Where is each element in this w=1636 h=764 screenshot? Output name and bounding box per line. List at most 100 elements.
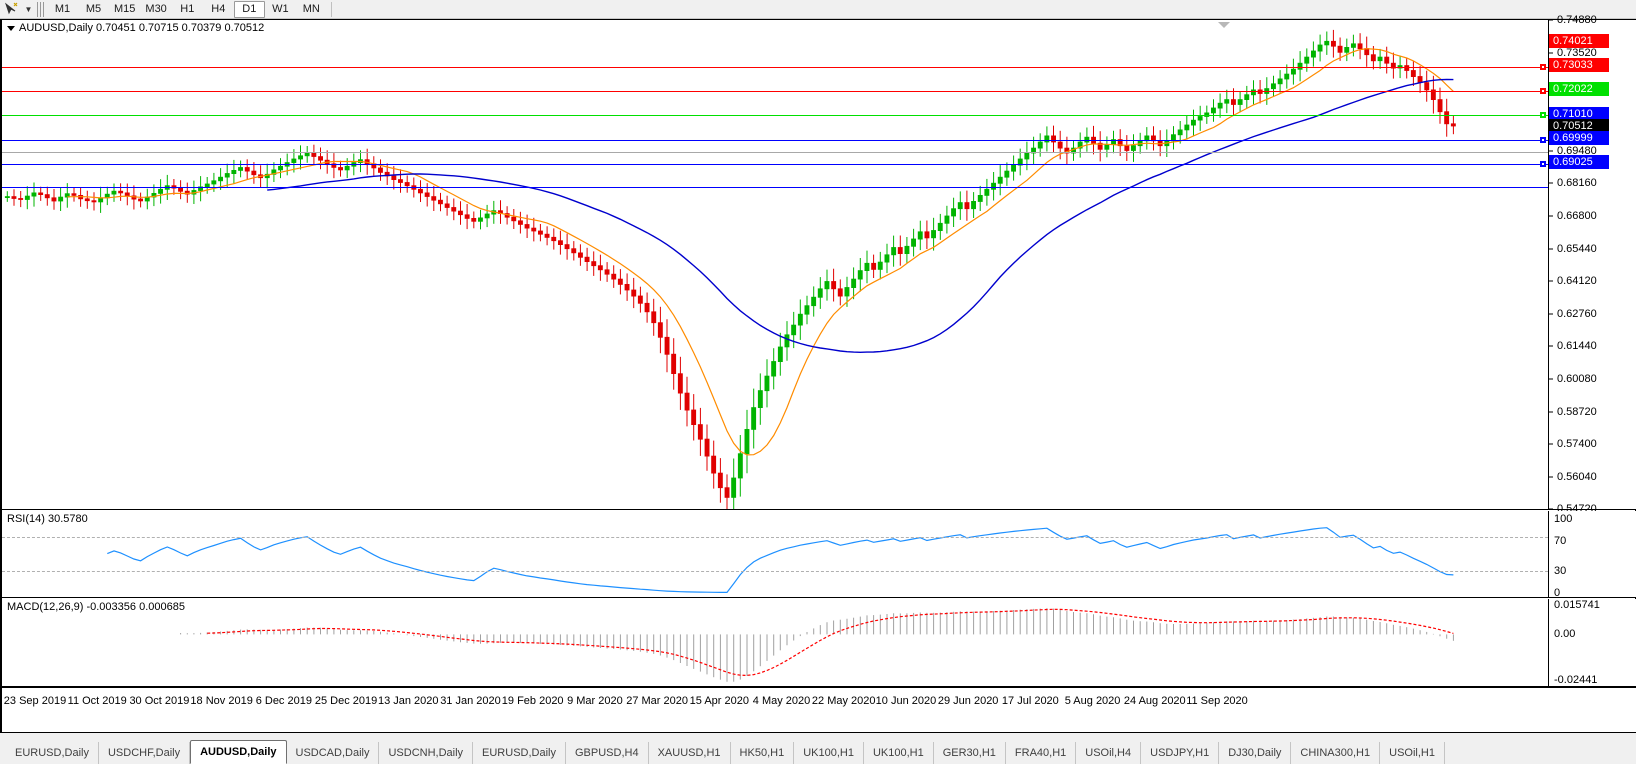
price-tick-mark [1549, 345, 1553, 347]
chart-tab-usdchf-daily[interactable]: USDCHF,Daily [99, 742, 191, 764]
pane-divider-1[interactable] [2, 509, 1636, 510]
line-handle-71010[interactable] [1540, 137, 1546, 143]
rsi-label: RSI(14) 30.5780 [7, 513, 88, 525]
rsi-axis[interactable]: 100 70 30 0 [1548, 511, 1636, 599]
date-axis[interactable]: 23 Sep 2019 11 Oct 2019 30 Oct 2019 18 Nov … [2, 687, 1636, 732]
rsi-series [107, 527, 1454, 594]
timeframe-group: M1 M5 M15 M30 H1 H4 D1 W1 MN [47, 0, 327, 19]
date-tick-label: 30 Oct 2019 [129, 695, 190, 707]
price-tick-mark [1549, 476, 1553, 478]
rsi-guide-30 [2, 571, 1548, 572]
chart-tab-eurusd-daily[interactable]: EURUSD,Daily [473, 742, 566, 764]
resistance-line-73033[interactable] [2, 91, 1548, 92]
chart-frame[interactable]: AUDUSD,Daily 0.70451 0.70715 0.70379 0.7… [0, 14, 1636, 733]
price-level-label-073033[interactable]: 0.73033 [1549, 57, 1609, 72]
price-tick-label: 0.64120 [1557, 274, 1597, 287]
line-handle-72022[interactable] [1540, 112, 1546, 118]
chart-tab-usoil-h4[interactable]: USOil,H4 [1076, 742, 1142, 764]
current-price-line [2, 152, 1548, 153]
price-plot-area[interactable] [2, 20, 1548, 509]
support-line-69999[interactable] [2, 164, 1548, 165]
resistance-line-74021[interactable] [2, 67, 1548, 68]
macd-axis[interactable]: 0.015741 0.00 -0.02441 [1548, 599, 1636, 686]
price-tick-label: 0.66800 [1557, 209, 1597, 222]
crosshair-cursor-icon[interactable] [0, 1, 22, 18]
chart-tab-uk100-h1[interactable]: UK100,H1 [864, 742, 934, 764]
toolbar-divider [330, 1, 332, 17]
chart-tab-gbpusd-h4[interactable]: GBPUSD,H4 [566, 742, 649, 764]
chart-tab-usdcnh-daily[interactable]: USDCNH,Daily [379, 742, 474, 764]
timeframe-h1[interactable]: H1 [180, 2, 195, 15]
price-tick-label: 0.57400 [1557, 437, 1597, 450]
pane-divider-3[interactable] [2, 686, 1636, 687]
chart-tab-hk50-h1[interactable]: HK50,H1 [731, 742, 795, 764]
price-tick-label: 0.58720 [1557, 405, 1597, 418]
price-tick-label: 0.61440 [1557, 340, 1597, 352]
timeframe-m1[interactable]: M1 [54, 2, 71, 15]
date-tick-label: 15 Apr 2020 [689, 695, 749, 707]
date-tick-label: 6 Dec 2019 [255, 695, 312, 707]
timeframe-h4[interactable]: H4 [211, 2, 226, 15]
chart-tab-xauusd-h1[interactable]: XAUUSD,H1 [649, 742, 731, 764]
price-level-label-072022[interactable]: 0.72022 [1549, 82, 1609, 97]
price-pane-header: AUDUSD,Daily 0.70451 0.70715 0.70379 0.7… [7, 22, 264, 34]
price-level-label-069999[interactable]: 0.69999 [1549, 131, 1609, 146]
chart-tab-usdjpy-h1[interactable]: USDJPY,H1 [1141, 742, 1220, 764]
price-tick-mark [1549, 443, 1553, 445]
timeframe-m15[interactable]: M15 [114, 2, 136, 15]
price-level-label-069025[interactable]: 0.69025 [1549, 155, 1609, 170]
price-tick-mark [1549, 411, 1553, 413]
timeframe-m5[interactable]: M5 [85, 2, 102, 15]
price-tick-label: 0.65440 [1557, 242, 1597, 255]
price-level-label-071010[interactable]: 0.71010 [1549, 106, 1609, 121]
level-line-72022[interactable] [2, 115, 1548, 116]
date-tick-label: 24 Aug 2020 [1123, 695, 1186, 707]
line-handle-73033[interactable] [1540, 88, 1546, 94]
rsi-tick-label: 0 [1554, 587, 1561, 599]
chevron-down-icon[interactable]: ▼ [24, 4, 33, 14]
rsi-plot-area[interactable] [2, 511, 1548, 597]
macd-plot-area[interactable] [2, 599, 1548, 686]
timeframe-m30[interactable]: M30 [145, 2, 167, 15]
rsi-pane[interactable]: RSI(14) 30.5780 100 70 30 0 [2, 511, 1636, 599]
chart-tab-audusd-daily[interactable]: AUDUSD,Daily [190, 740, 287, 764]
chart-tab-fra40-h1[interactable]: FRA40,H1 [1006, 742, 1077, 764]
date-tick-label: 10 Jun 2020 [875, 695, 937, 707]
chart-tab-usdcad-daily[interactable]: USDCAD,Daily [287, 742, 380, 764]
rsi-guide-70 [2, 537, 1548, 538]
timeframe-mn[interactable]: MN [302, 2, 320, 15]
chart-tab-ger30-h1[interactable]: GER30,H1 [934, 742, 1006, 764]
date-tick-label: 22 May 2020 [811, 695, 876, 707]
chart-tab-usoil-h1[interactable]: USOil,H1 [1380, 742, 1445, 764]
macd-tick-label: -0.02441 [1554, 674, 1598, 686]
price-level-label-070512[interactable]: 0.70512 [1549, 118, 1609, 133]
chart-tab-eurusd-daily[interactable]: EURUSD,Daily [6, 742, 99, 764]
macd-series [180, 608, 1454, 682]
chart-tab-dj30-daily[interactable]: DJ30,Daily [1219, 742, 1292, 764]
chart-tab-china300-h1[interactable]: CHINA300,H1 [1291, 742, 1381, 764]
price-tick-label: 0.56040 [1557, 470, 1597, 483]
drag-grip-icon[interactable] [37, 1, 44, 17]
date-tick-label: 17 Jul 2020 [1001, 695, 1059, 707]
timeframe-d1[interactable]: D1 [233, 0, 265, 18]
date-tick-label: 13 Jan 2020 [377, 695, 439, 707]
line-handle-69999[interactable] [1540, 161, 1546, 167]
timeframe-w1[interactable]: W1 [272, 2, 289, 15]
date-tick-label: 23 Sep 2019 [3, 695, 67, 707]
price-axis[interactable]: 0.74880 0.73520 0.69480 0.68160 0.66800 0.654… [1548, 14, 1636, 515]
price-series [4, 29, 1456, 509]
price-level-label-074021[interactable]: 0.74021 [1549, 33, 1609, 48]
price-pane[interactable]: AUDUSD,Daily 0.70451 0.70715 0.70379 0.7… [2, 14, 1636, 515]
support-line-71010[interactable] [2, 140, 1548, 141]
date-tick-label: 11 Oct 2019 [67, 695, 127, 707]
price-tick-label: 0.68160 [1557, 177, 1597, 189]
macd-tick-label: 0.00 [1554, 628, 1576, 641]
triangle-down-icon[interactable] [7, 25, 15, 31]
chart-shift-marker-icon[interactable] [1218, 22, 1230, 28]
line-handle-74021[interactable] [1540, 64, 1546, 70]
chart-tab-uk100-h1[interactable]: UK100,H1 [794, 742, 864, 764]
support-line-69025[interactable] [2, 187, 1548, 188]
pane-divider-2[interactable] [2, 597, 1636, 598]
date-tick-label: 27 Mar 2020 [626, 695, 688, 707]
macd-pane[interactable]: MACD(12,26,9) -0.003356 0.000685 0.01574… [2, 599, 1636, 686]
